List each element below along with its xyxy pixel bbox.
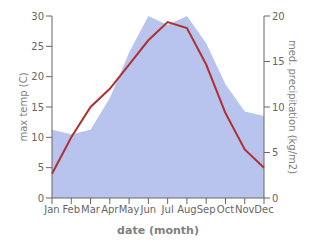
svg-text:max temp (C): max temp (C) <box>18 72 29 141</box>
svg-text:0: 0 <box>272 193 278 204</box>
svg-text:med. precipitation (kg/m2): med. precipitation (kg/m2) <box>287 40 298 174</box>
svg-text:Jun: Jun <box>140 204 157 215</box>
svg-text:20: 20 <box>31 71 44 82</box>
svg-text:0: 0 <box>38 193 44 204</box>
svg-text:30: 30 <box>31 11 44 22</box>
svg-text:Sep: Sep <box>197 204 216 215</box>
svg-text:Apr: Apr <box>101 204 119 215</box>
svg-text:20: 20 <box>272 11 285 22</box>
svg-text:5: 5 <box>272 147 278 158</box>
svg-text:Jul: Jul <box>161 204 174 215</box>
svg-text:date (month): date (month) <box>117 224 199 237</box>
svg-text:Oct: Oct <box>217 204 234 215</box>
svg-text:25: 25 <box>31 41 44 52</box>
svg-text:5: 5 <box>38 162 44 173</box>
svg-text:Aug: Aug <box>177 204 197 215</box>
svg-text:Dec: Dec <box>254 204 273 215</box>
svg-text:10: 10 <box>272 102 285 113</box>
svg-text:May: May <box>119 204 140 215</box>
svg-text:10: 10 <box>31 132 44 143</box>
svg-text:Mar: Mar <box>81 204 101 215</box>
svg-text:Feb: Feb <box>62 204 80 215</box>
svg-text:15: 15 <box>272 56 285 67</box>
svg-text:Nov: Nov <box>235 204 255 215</box>
svg-text:Jan: Jan <box>43 204 59 215</box>
svg-text:15: 15 <box>31 102 44 113</box>
